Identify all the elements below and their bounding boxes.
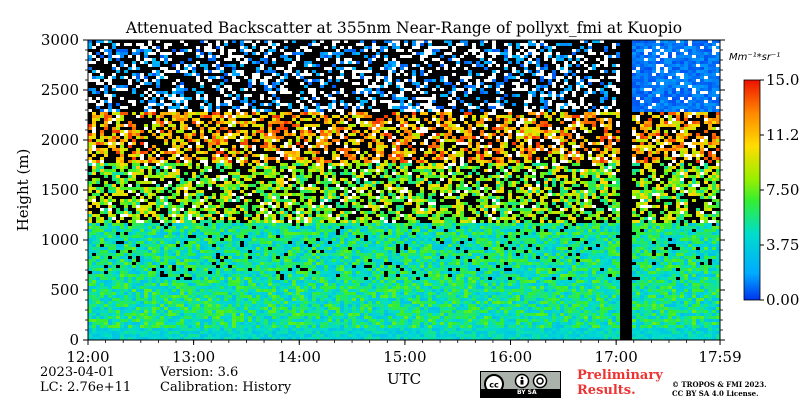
preliminary-line-2: Results. <box>577 383 636 398</box>
x-tick-label: 16:00 <box>489 348 532 366</box>
heatmap-cells <box>88 40 720 340</box>
y-axis-label: Height (m) <box>14 149 32 232</box>
x-tick-label: 17:59 <box>698 348 741 366</box>
colorbar-tick-label: 0.00 <box>766 291 799 309</box>
x-tick-label: 12:00 <box>66 348 109 366</box>
x-tick-label: 14:00 <box>278 348 321 366</box>
cc-sa-icon <box>532 373 548 389</box>
colorbar-unit-label: Mm⁻¹*sr⁻¹ <box>729 52 780 63</box>
copyright-line-2: CC BY SA 4.0 License. <box>672 389 759 398</box>
x-axis: 12:00 13:00 14:00 15:00 16:00 17:00 17:59 <box>66 340 742 366</box>
y-tick-label: 500 <box>50 281 79 299</box>
y-axis: 0 500 1000 1500 2000 2500 3000 <box>41 31 725 349</box>
version-label: Version: 3.6 <box>160 365 239 380</box>
x-axis-label: UTC <box>387 370 421 388</box>
calibration-label: Calibration: History <box>160 380 292 395</box>
colorbar: Mm⁻¹*sr⁻¹ 15.00 11.25 7.50 3.75 0.00 <box>729 52 800 309</box>
date-label: 2023-04-01 <box>40 365 115 380</box>
copyright-note: © TROPOS & FMI 2023. CC BY SA 4.0 Licens… <box>672 380 767 398</box>
colorbar-ticks: 15.00 11.25 7.50 3.75 0.00 <box>760 71 800 309</box>
y-tick-label: 0 <box>69 331 79 349</box>
cc-logo-icon <box>484 374 504 390</box>
chart-title: Attenuated Backscatter at 355nm Near-Ran… <box>125 19 682 37</box>
colorbar-tick-label: 7.50 <box>766 181 799 199</box>
colorbar-tick-label: 11.25 <box>766 126 800 144</box>
y-tick-label: 1000 <box>41 231 79 249</box>
preliminary-note: Preliminary Results. <box>577 368 663 398</box>
colorbar-tick-label: 3.75 <box>766 236 799 254</box>
y-tick-label: 2500 <box>41 81 79 99</box>
y-tick-label: 1500 <box>41 181 79 199</box>
copyright-line-1: © TROPOS & FMI 2023. <box>672 380 767 389</box>
cc-license-badge: cc BY SA <box>480 371 561 398</box>
lc-label: LC: 2.76e+11 <box>40 380 132 395</box>
x-tick-label: 15:00 <box>383 348 426 366</box>
colorbar-tick-label: 15.00 <box>766 71 800 89</box>
y-tick-label: 3000 <box>41 31 79 49</box>
preliminary-line-1: Preliminary <box>577 368 663 383</box>
x-tick-label: 17:00 <box>595 348 638 366</box>
cc-label: BY SA <box>481 389 560 397</box>
colorbar-gradient <box>743 79 761 301</box>
y-tick-label: 2000 <box>41 131 79 149</box>
x-tick-label: 13:00 <box>172 348 215 366</box>
plot-area <box>87 39 721 341</box>
